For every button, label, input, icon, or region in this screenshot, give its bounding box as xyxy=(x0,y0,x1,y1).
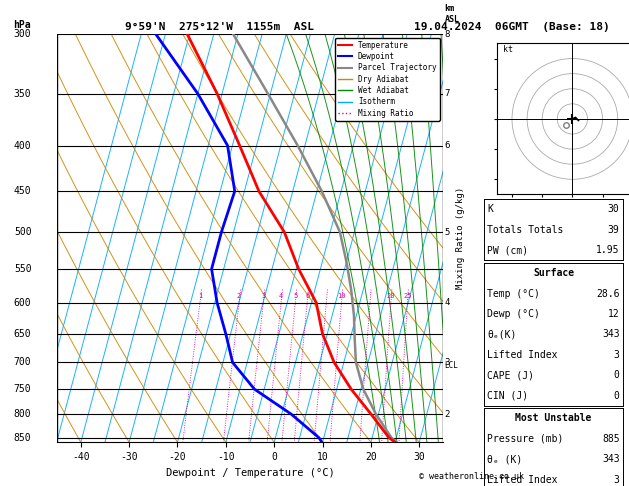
Text: 750: 750 xyxy=(14,384,31,394)
Text: kt: kt xyxy=(503,46,513,54)
Text: Dewp (°C): Dewp (°C) xyxy=(487,309,540,319)
Text: K: K xyxy=(487,205,493,214)
Text: 343: 343 xyxy=(602,454,620,464)
Text: 3: 3 xyxy=(261,294,265,299)
Text: 20: 20 xyxy=(387,294,395,299)
Legend: Temperature, Dewpoint, Parcel Trajectory, Dry Adiabat, Wet Adiabat, Isotherm, Mi: Temperature, Dewpoint, Parcel Trajectory… xyxy=(335,38,440,121)
Text: LCL: LCL xyxy=(445,361,459,370)
Text: 2: 2 xyxy=(237,294,241,299)
Text: 650: 650 xyxy=(14,329,31,339)
Text: 850: 850 xyxy=(14,433,31,443)
Text: 12: 12 xyxy=(608,309,620,319)
Text: 25: 25 xyxy=(403,294,412,299)
Text: 1: 1 xyxy=(198,294,202,299)
Text: Lifted Index: Lifted Index xyxy=(487,475,558,485)
Text: 400: 400 xyxy=(14,140,31,151)
Text: 600: 600 xyxy=(14,298,31,308)
Text: hPa: hPa xyxy=(13,20,31,30)
Text: 4: 4 xyxy=(445,298,450,307)
Text: CAPE (J): CAPE (J) xyxy=(487,370,535,380)
Text: θₑ(K): θₑ(K) xyxy=(487,330,517,339)
Text: Lifted Index: Lifted Index xyxy=(487,350,558,360)
Text: 28.6: 28.6 xyxy=(596,289,620,298)
Text: Mixing Ratio (g/kg): Mixing Ratio (g/kg) xyxy=(457,187,465,289)
Text: 3: 3 xyxy=(445,358,450,367)
Text: 500: 500 xyxy=(14,227,31,237)
Text: θₑ (K): θₑ (K) xyxy=(487,454,523,464)
Text: 5: 5 xyxy=(445,227,450,237)
Text: 0: 0 xyxy=(614,391,620,400)
Text: 10: 10 xyxy=(337,294,346,299)
Text: 9°59'N  275°12'W  1155m  ASL: 9°59'N 275°12'W 1155m ASL xyxy=(125,21,314,32)
Text: 7: 7 xyxy=(445,89,450,98)
Text: 8: 8 xyxy=(445,30,450,38)
Text: 550: 550 xyxy=(14,264,31,274)
Text: 4: 4 xyxy=(279,294,283,299)
Text: Temp (°C): Temp (°C) xyxy=(487,289,540,298)
Text: 885: 885 xyxy=(602,434,620,444)
Text: © weatheronline.co.uk: © weatheronline.co.uk xyxy=(420,472,524,481)
Text: 0: 0 xyxy=(614,370,620,380)
Text: 450: 450 xyxy=(14,186,31,196)
Text: Totals Totals: Totals Totals xyxy=(487,225,564,235)
Text: 343: 343 xyxy=(602,330,620,339)
Text: 39: 39 xyxy=(608,225,620,235)
Text: 1.95: 1.95 xyxy=(596,245,620,255)
Text: 30: 30 xyxy=(608,205,620,214)
Text: 300: 300 xyxy=(14,29,31,39)
Text: 350: 350 xyxy=(14,89,31,99)
Text: 2: 2 xyxy=(445,410,450,419)
Text: 3: 3 xyxy=(614,475,620,485)
Text: 19.04.2024  06GMT  (Base: 18): 19.04.2024 06GMT (Base: 18) xyxy=(415,21,610,32)
Text: 5: 5 xyxy=(293,294,298,299)
Text: CIN (J): CIN (J) xyxy=(487,391,528,400)
Text: 3: 3 xyxy=(614,350,620,360)
Text: 6: 6 xyxy=(305,294,309,299)
Text: 700: 700 xyxy=(14,358,31,367)
Text: Surface: Surface xyxy=(533,268,574,278)
X-axis label: Dewpoint / Temperature (°C): Dewpoint / Temperature (°C) xyxy=(165,468,335,478)
Text: PW (cm): PW (cm) xyxy=(487,245,528,255)
Text: 6: 6 xyxy=(445,141,450,150)
Text: km
ASL: km ASL xyxy=(445,4,460,24)
Text: 800: 800 xyxy=(14,409,31,419)
Text: Most Unstable: Most Unstable xyxy=(515,414,592,423)
Text: Pressure (mb): Pressure (mb) xyxy=(487,434,564,444)
